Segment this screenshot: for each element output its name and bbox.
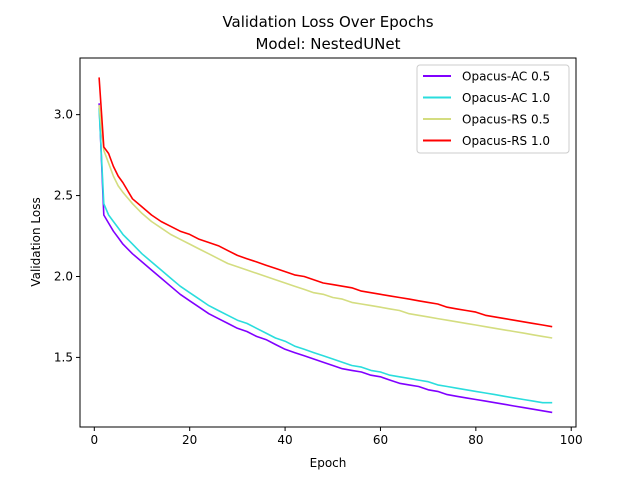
legend-box bbox=[416, 64, 570, 154]
x-tick-label: 60 bbox=[373, 433, 388, 447]
series-line-opacus-ac-1-0 bbox=[98, 108, 553, 404]
chart-subtitle: Model: NestedUNet bbox=[255, 35, 400, 53]
legend-items: Opacus-AC 0.5 Opacus-AC 1.0 Opacus-RS 0.5 O… bbox=[423, 70, 550, 148]
axes-frame bbox=[79, 57, 577, 428]
series-line-opacus-ac-0-5 bbox=[98, 103, 553, 414]
series-layer bbox=[98, 77, 553, 414]
plot-area: 0 20 40 60 80 100 1.5 2.0 2.5 3.0 bbox=[54, 57, 583, 447]
x-tick-label: 80 bbox=[468, 433, 483, 447]
y-ticks: 1.5 2.0 2.5 3.0 bbox=[54, 108, 80, 364]
y-axis-label: Validation Loss bbox=[29, 197, 43, 286]
chart-title: Validation Loss Over Epochs bbox=[222, 13, 433, 31]
y-tick-label: 2.0 bbox=[54, 269, 73, 283]
legend-label: Opacus-AC 1.0 bbox=[462, 91, 550, 105]
legend-label: Opacus-RS 0.5 bbox=[462, 113, 550, 127]
y-tick-label: 1.5 bbox=[54, 350, 73, 364]
x-ticks: 0 20 40 60 80 100 bbox=[90, 427, 583, 447]
y-tick-label: 2.5 bbox=[54, 189, 73, 203]
legend-label: Opacus-AC 0.5 bbox=[462, 70, 550, 84]
x-axis-label: Epoch bbox=[310, 456, 347, 470]
x-tick-label: 100 bbox=[560, 433, 583, 447]
x-tick-label: 20 bbox=[182, 433, 197, 447]
x-tick-label: 40 bbox=[277, 433, 292, 447]
series-line-opacus-rs-1-0 bbox=[98, 77, 553, 328]
series-line-opacus-rs-0-5 bbox=[98, 104, 553, 339]
legend-label: Opacus-RS 1.0 bbox=[462, 134, 550, 148]
legend: Opacus-AC 0.5 Opacus-AC 1.0 Opacus-RS 0.5 O… bbox=[416, 64, 570, 154]
x-tick-label: 0 bbox=[90, 433, 98, 447]
y-tick-label: 3.0 bbox=[54, 108, 73, 122]
